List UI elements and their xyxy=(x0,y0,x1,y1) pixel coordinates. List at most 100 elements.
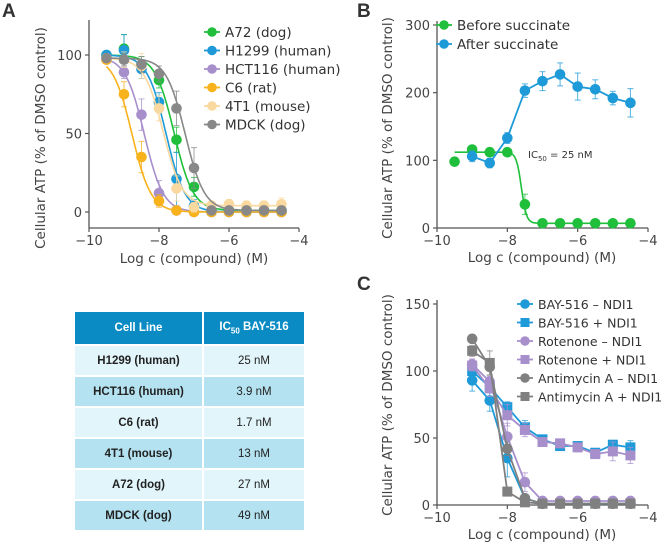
data-point xyxy=(241,205,252,216)
cell-line: A72 (dog) xyxy=(75,468,204,499)
data-point xyxy=(153,68,165,80)
panel-b-legend: Before succinate After succinate xyxy=(436,18,570,53)
legend-label: H1299 (human) xyxy=(225,44,331,60)
legend-label: HCT116 (human) xyxy=(225,62,341,78)
panel-a-axes: −10 −8 −6 −4 0 50 100 xyxy=(57,20,309,249)
ic50-value: 3.9 nM xyxy=(204,375,306,406)
legend-label: After succinate xyxy=(457,37,558,53)
panel-c-series-rotenone-ndi1 xyxy=(467,359,636,464)
panel-c-axes: −10 −8 −6 −4 0 50 100 150 xyxy=(405,298,657,526)
ic50-value: 13 nM xyxy=(204,437,306,468)
data-point xyxy=(136,151,147,163)
data-point xyxy=(118,88,130,100)
data-point xyxy=(502,410,513,421)
header-ic50-sub: 50 xyxy=(230,326,240,336)
panel-c-x-axis-title: Log c (compound) (M) xyxy=(468,527,616,543)
panel-a-series-mdck-dog xyxy=(101,52,287,216)
cell-line: H1299 (human) xyxy=(75,344,204,375)
legend-marker-circle-icon xyxy=(207,27,217,37)
cell-line: HCT116 (human) xyxy=(75,375,204,406)
ic50-table-header-row: Cell Line IC50 BAY-516 xyxy=(75,312,306,344)
data-point xyxy=(607,217,619,229)
header-ic50-rest: BAY-516 xyxy=(239,320,289,333)
data-point xyxy=(572,498,583,509)
data-point xyxy=(502,443,513,455)
legend-marker-circle-icon xyxy=(207,45,217,56)
series-line xyxy=(106,57,282,207)
legend-item-4t1-mouse: 4T1 (mouse) xyxy=(204,99,311,115)
data-point xyxy=(537,437,548,448)
data-point xyxy=(589,217,601,229)
legend-label: Antimycin A + NDI1 xyxy=(538,390,662,405)
data-point xyxy=(555,438,566,449)
ic50-value: 49 nM xyxy=(204,499,306,530)
panel-c-series-antimycin-a-ndi1 xyxy=(467,345,636,509)
table-row: H1299 (human) 25 nM xyxy=(75,344,306,375)
panel-b-ic50-annotation: IC50 = 25 nM xyxy=(528,150,592,163)
panel-a-x-tick-label: −4 xyxy=(289,234,308,249)
ic50-value: 25 nM xyxy=(204,344,306,375)
data-point xyxy=(171,103,182,114)
data-point xyxy=(467,360,478,371)
legend-item-hct116-human: HCT116 (human) xyxy=(204,62,341,78)
series-line xyxy=(471,73,631,165)
legend-label: C6 (rat) xyxy=(225,81,277,97)
data-point xyxy=(625,217,636,229)
data-point xyxy=(153,187,165,199)
header-ic50: IC50 BAY-516 xyxy=(204,312,306,344)
panel-c-x-tick-label: −6 xyxy=(568,511,587,526)
panel-c-x-tick-label: −10 xyxy=(423,511,450,526)
panel-c-marks xyxy=(466,333,636,509)
data-point xyxy=(554,217,566,229)
data-point xyxy=(171,134,182,146)
data-point xyxy=(589,83,601,95)
panel-c: C Cellular ATP (% of DMSO control) Log c… xyxy=(357,274,662,543)
panel-a-x-axis-title: Log c (compound) (M) xyxy=(120,251,268,267)
panel-c-x-tick-label: −8 xyxy=(498,511,517,526)
panel-b-label: B xyxy=(357,1,371,22)
data-point xyxy=(607,498,618,509)
legend-item-mdck-dog: MDCK (dog) xyxy=(204,118,306,134)
legend-marker-circle-icon xyxy=(439,20,449,30)
data-point xyxy=(502,486,513,497)
series-line xyxy=(471,365,631,457)
data-point xyxy=(625,97,636,109)
data-point xyxy=(590,449,601,460)
panel-c-y-tick-label: 100 xyxy=(405,365,430,380)
data-point xyxy=(572,81,583,92)
legend-item-bay-516-ndi1: BAY-516 – NDI1 xyxy=(517,297,634,312)
legend-item-before-succinate: Before succinate xyxy=(436,18,570,34)
legend-label: Rotenone – NDI1 xyxy=(538,334,642,349)
ic50-value: 1.7 nM xyxy=(204,406,306,437)
data-point xyxy=(484,395,496,406)
panel-a-x-tick-label: −6 xyxy=(219,234,238,249)
legend-label: Antimycin A – NDI1 xyxy=(538,371,658,386)
data-point xyxy=(449,156,460,167)
panel-a: A Cellular ATP (% of DMSO control) Log c… xyxy=(2,1,341,267)
legend-item-h1299-human: H1299 (human) xyxy=(204,44,331,60)
legend-marker-circle-icon xyxy=(520,373,530,383)
panel-a-x-tick-label: −8 xyxy=(149,234,168,249)
legend-marker-circle-icon xyxy=(439,39,449,49)
legend-marker-square-icon xyxy=(520,392,530,401)
data-point xyxy=(502,132,513,144)
ic50-annot-main: IC xyxy=(528,150,538,161)
panel-b-x-tick-label: −8 xyxy=(498,234,517,249)
legend-item-antimycin-a-ndi1: Antimycin A – NDI1 xyxy=(517,371,658,386)
legend-label: Before succinate xyxy=(457,18,570,34)
legend-label: Rotenone + NDI1 xyxy=(538,353,647,368)
panel-c-y-axis-title: Cellular ATP (% of DMSO control) xyxy=(380,294,396,516)
panel-a-x-tick-label: −10 xyxy=(75,234,102,249)
panel-a-legend: A72 (dog) H1299 (human) HCT116 (human) C6 (… xyxy=(204,25,341,134)
legend-item-c6-rat: C6 (rat) xyxy=(204,81,277,97)
data-point xyxy=(171,183,182,194)
panel-a-y-tick-label: 0 xyxy=(74,206,82,221)
legend-item-after-succinate: After succinate xyxy=(436,37,558,53)
data-point xyxy=(258,205,270,216)
legend-marker-circle-icon xyxy=(207,82,217,93)
panel-c-y-tick-label: 0 xyxy=(422,499,430,514)
ic50-annot-sub: 50 xyxy=(538,155,547,163)
data-point xyxy=(101,52,112,64)
legend-marker-circle-icon xyxy=(207,64,217,74)
